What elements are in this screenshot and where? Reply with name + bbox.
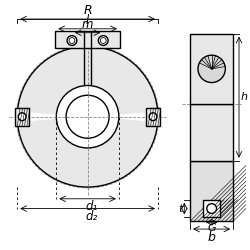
Text: R: R bbox=[83, 4, 92, 17]
Bar bbox=[190, 161, 233, 221]
Text: G: G bbox=[207, 223, 216, 233]
Circle shape bbox=[67, 36, 77, 46]
Text: h: h bbox=[241, 92, 248, 102]
Polygon shape bbox=[18, 46, 158, 114]
Bar bbox=[55, 31, 120, 48]
Circle shape bbox=[207, 204, 216, 214]
Bar bbox=[190, 34, 233, 104]
Polygon shape bbox=[18, 120, 158, 187]
Circle shape bbox=[98, 36, 108, 46]
Text: d₁: d₁ bbox=[85, 200, 98, 213]
Text: l: l bbox=[86, 14, 89, 27]
Text: t: t bbox=[178, 204, 182, 214]
Bar bbox=[15, 108, 29, 126]
Circle shape bbox=[198, 55, 225, 82]
Text: d₂: d₂ bbox=[85, 210, 98, 223]
Bar bbox=[146, 108, 160, 126]
Text: b: b bbox=[208, 231, 216, 244]
Bar bbox=[190, 104, 233, 161]
Circle shape bbox=[149, 113, 157, 121]
Bar bbox=[203, 200, 220, 217]
Text: m: m bbox=[82, 18, 93, 31]
Circle shape bbox=[18, 113, 26, 121]
